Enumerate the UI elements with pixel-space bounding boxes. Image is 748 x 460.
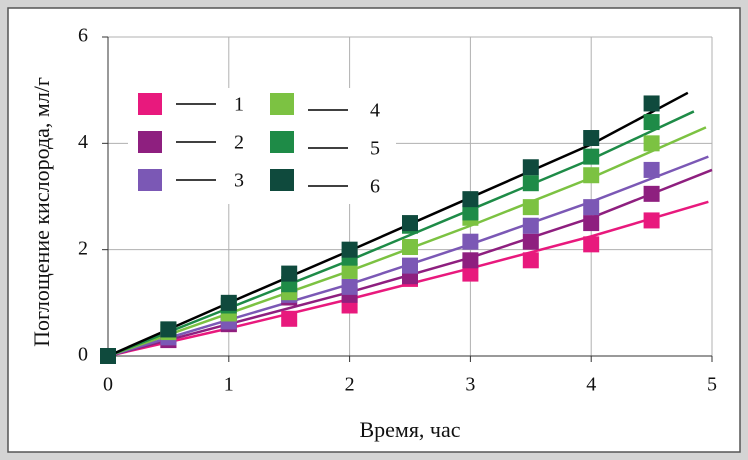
point <box>583 167 600 184</box>
point <box>522 252 539 269</box>
point <box>522 159 539 176</box>
legend-swatch <box>270 169 294 191</box>
point <box>402 239 418 256</box>
legend-label: 2 <box>234 132 244 154</box>
panel <box>7 7 741 453</box>
x-axis-label: Время, час <box>359 417 460 442</box>
y-tick-label: 2 <box>78 237 88 259</box>
point <box>341 241 358 258</box>
point <box>643 185 660 202</box>
point <box>341 278 358 295</box>
point <box>583 215 600 232</box>
fit-line <box>107 110 695 358</box>
y-tick-label: 4 <box>78 131 88 153</box>
point <box>583 148 600 165</box>
point <box>522 217 539 234</box>
x-tick-label: 2 <box>345 374 355 396</box>
point <box>462 233 479 250</box>
point <box>643 95 660 112</box>
point <box>462 204 479 221</box>
legend-label: 1 <box>234 94 244 116</box>
x-tick-label: 3 <box>465 374 475 396</box>
y-tick-label: 0 <box>78 344 88 366</box>
legend-label: 4 <box>370 100 380 122</box>
point <box>522 199 539 216</box>
y-tick-label: 6 <box>78 25 88 47</box>
point <box>220 294 237 311</box>
point <box>643 161 660 178</box>
point <box>341 262 358 279</box>
point <box>643 114 660 131</box>
point <box>522 233 539 250</box>
legend-label: 3 <box>234 170 244 192</box>
point <box>643 212 660 229</box>
point <box>281 265 298 282</box>
x-tick-label: 1 <box>224 374 234 396</box>
point <box>462 191 479 208</box>
legend-label: 6 <box>370 176 380 198</box>
x-tick-label: 5 <box>707 374 717 396</box>
y-axis-label: Поглощение кислорода, мл/г <box>29 77 54 347</box>
legend-swatch <box>270 93 294 115</box>
legend-swatch <box>138 169 162 191</box>
point <box>402 215 418 232</box>
point <box>643 135 660 152</box>
legend-label: 5 <box>370 138 380 160</box>
point <box>462 265 479 282</box>
point <box>462 252 479 269</box>
point <box>100 348 116 364</box>
legend-swatch <box>138 131 162 153</box>
point <box>583 199 600 216</box>
legend-swatch <box>270 131 294 153</box>
point <box>522 175 539 192</box>
legend-box <box>128 88 396 204</box>
x-tick-label: 0 <box>103 374 113 396</box>
point <box>583 236 600 253</box>
legend-swatch <box>138 93 162 115</box>
x-tick-label: 4 <box>586 374 596 396</box>
point <box>583 130 600 147</box>
point <box>281 310 298 327</box>
point <box>160 321 177 338</box>
point <box>402 257 418 274</box>
